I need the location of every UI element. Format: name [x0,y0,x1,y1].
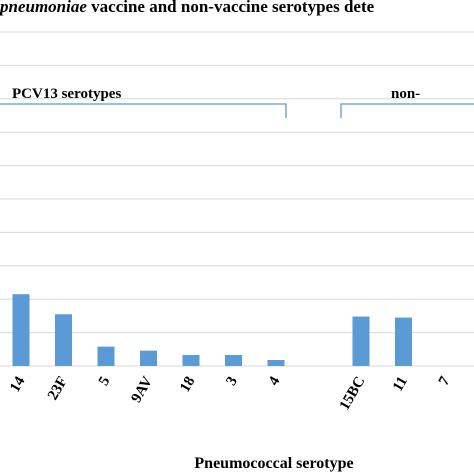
bar [182,354,200,366]
group-bracket [0,103,287,118]
x-tick-labels: 14 23F 5 9AV 18 3 4 15BC 11 7 [7,374,454,413]
x-tick-label: 15BC [337,374,369,413]
bar [267,359,285,366]
group-bracket [340,103,474,118]
group-label: non- [391,86,420,102]
bar [55,314,72,366]
bar [140,350,157,366]
x-tick-label: 11 [390,374,411,394]
x-tick-label: 18 [177,374,198,395]
x-tick-label: 3 [223,374,241,388]
bar [12,294,30,366]
x-tick-label: 23F [45,374,71,403]
x-axis-title: Pneumococcal serotype [194,455,353,472]
chart-title: pneumoniae vaccine and non-vaccine serot… [0,0,375,16]
x-tick-label: 4 [266,374,284,389]
gridlines [0,31,474,367]
chart-title-italic: pneumoniae [0,0,87,16]
group-label: PCV13 serotypes [12,86,121,102]
x-tick-label: 7 [436,374,454,389]
bar [395,317,412,366]
x-tick-label: 14 [7,374,29,395]
group-brackets: PCV13 serotypes non- [0,86,474,118]
chart-title-rest: vaccine and non-vaccine serotypes dete [87,0,375,16]
bar [225,354,242,366]
bar [97,346,115,366]
bar [352,316,370,366]
bars [12,294,412,366]
x-tick-label: 5 [96,374,114,388]
x-tick-label: 9AV [128,374,156,406]
